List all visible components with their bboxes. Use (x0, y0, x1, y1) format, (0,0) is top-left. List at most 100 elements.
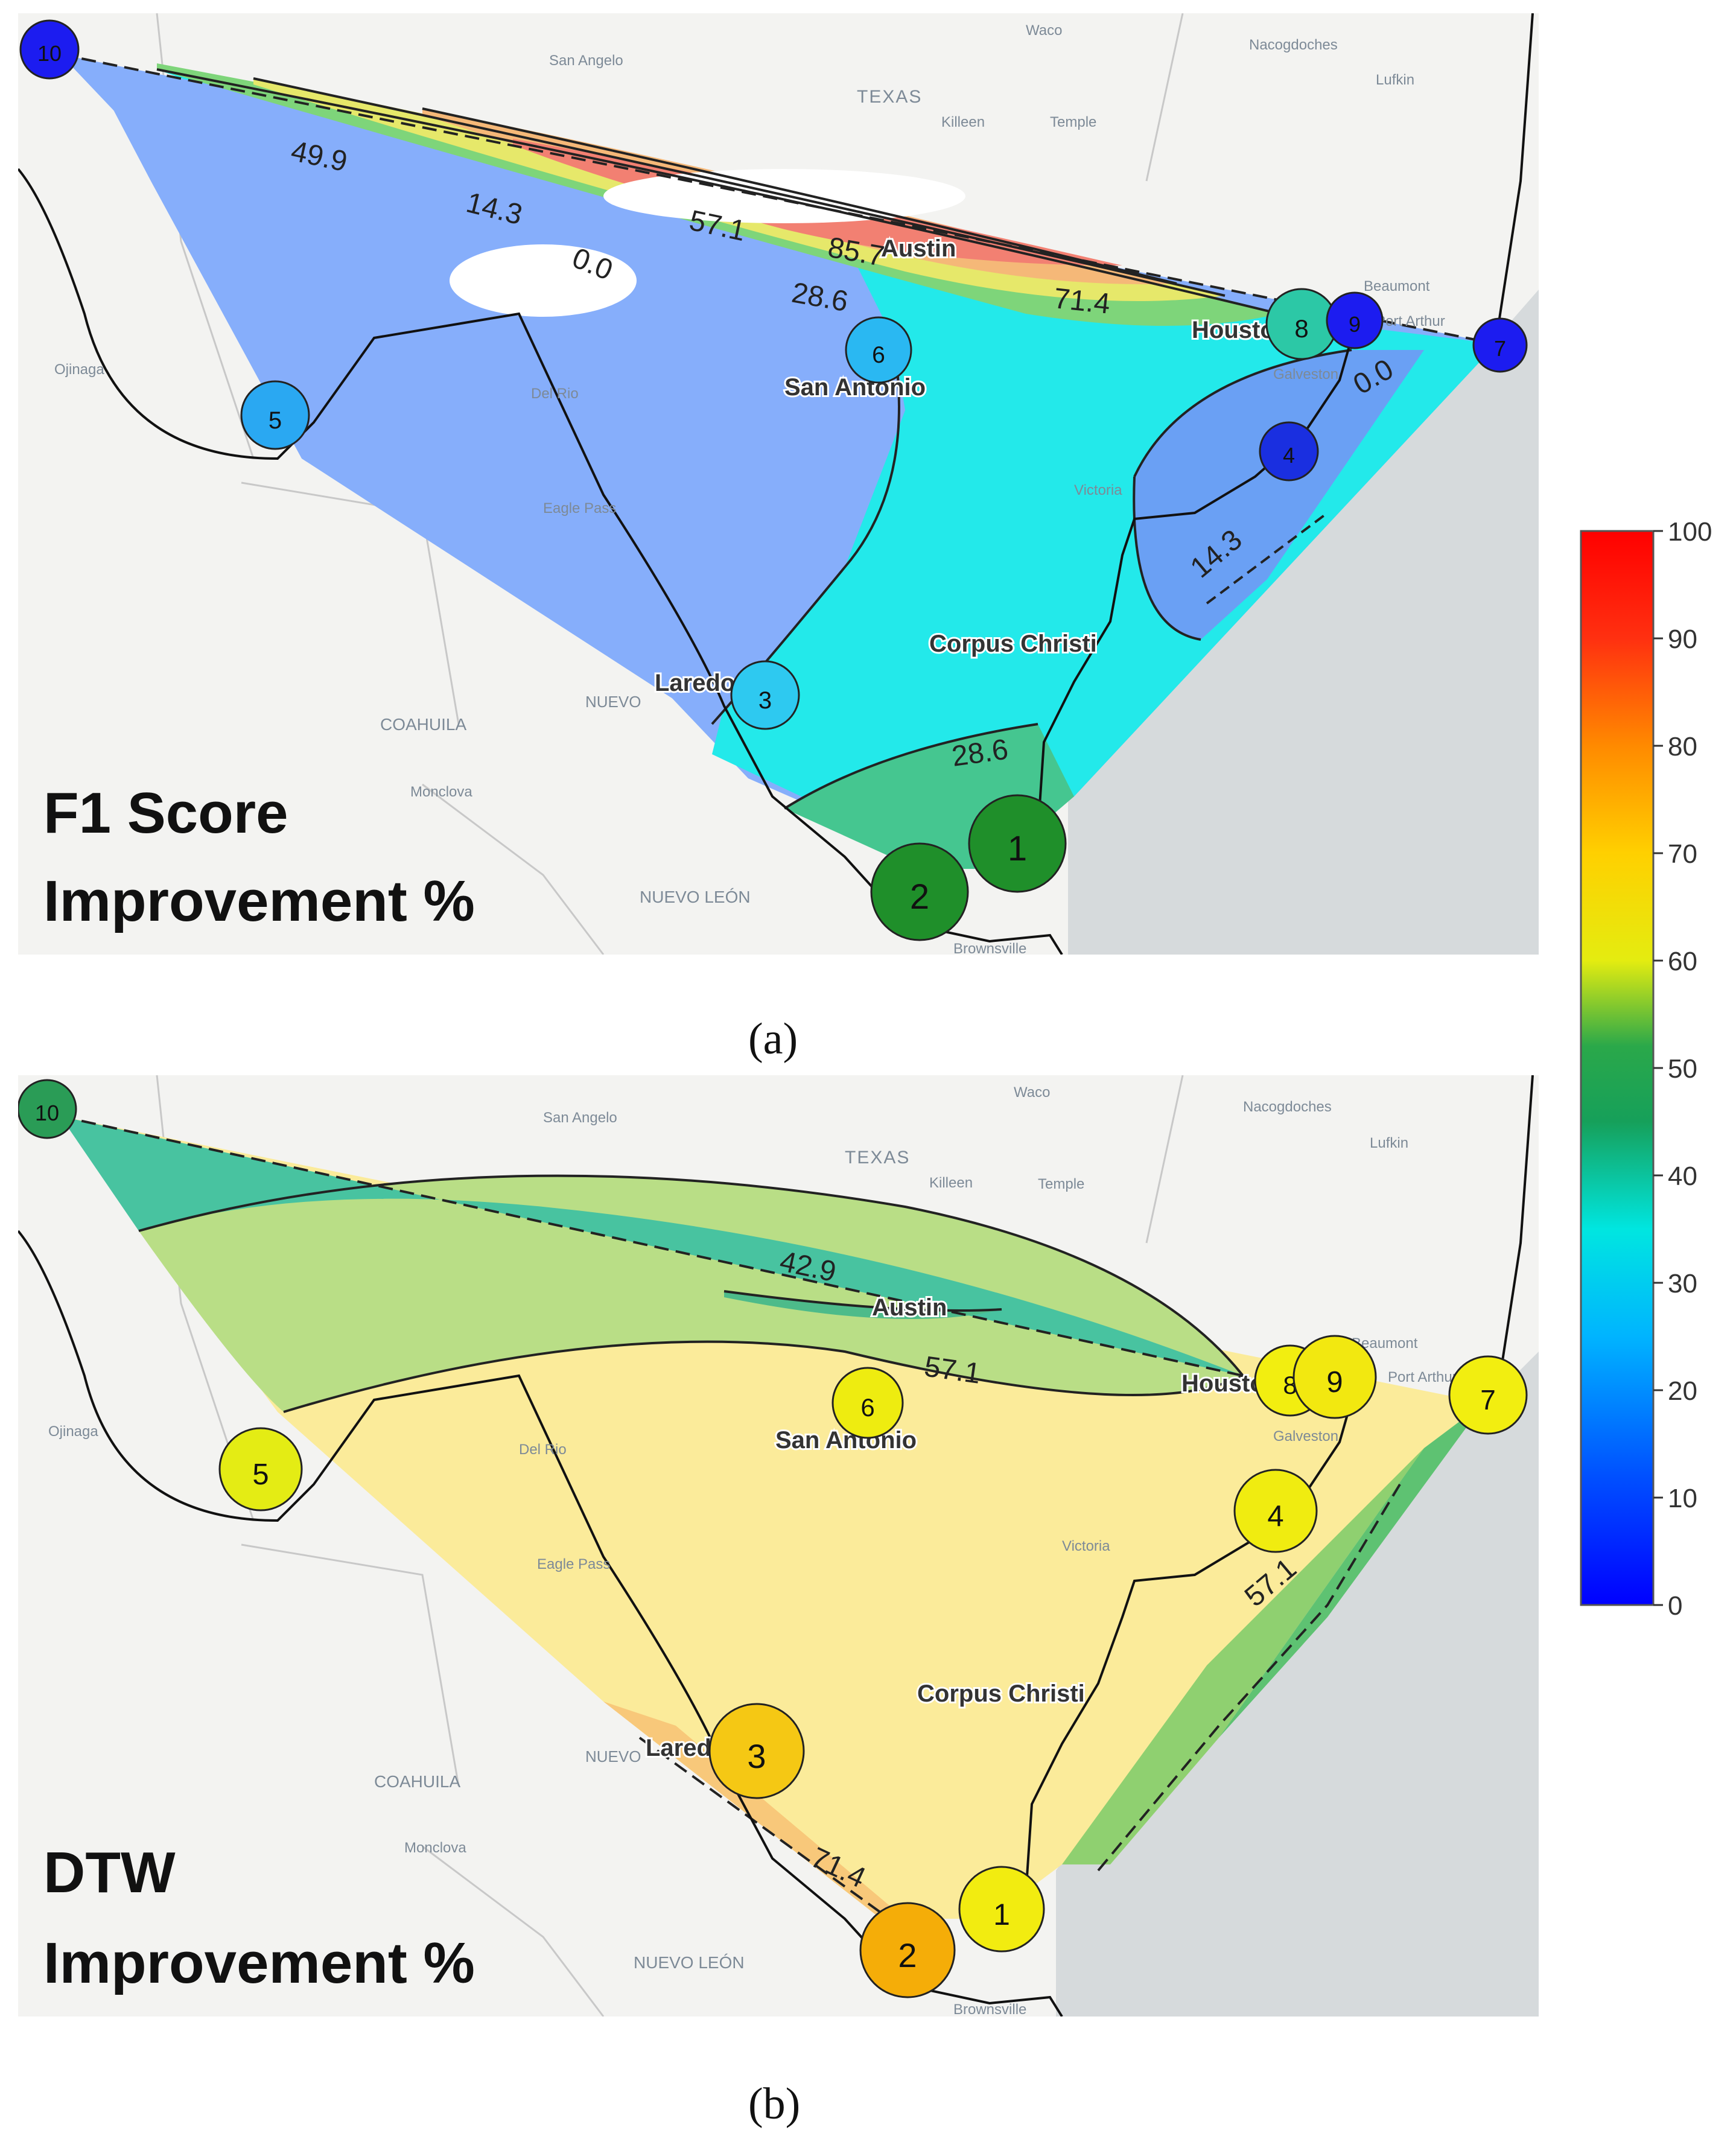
station-marker-2 (859, 1902, 956, 1998)
station-label-2: 2 (898, 1936, 917, 1974)
station-marker-7 (1472, 317, 1528, 373)
label-nuevo-leon: NUEVO LEÓN (640, 888, 751, 906)
region-blue-southwest (91, 66, 905, 724)
label-san-angelo: San Angelo (543, 1110, 617, 1126)
label-waco: Waco (1026, 22, 1062, 39)
hole-zero (450, 244, 637, 317)
label-texas: TEXAS (845, 1148, 910, 1168)
station-label-7: 7 (1494, 336, 1506, 361)
station-marker-9 (1326, 291, 1384, 349)
label-brownsville: Brownsville (953, 2001, 1026, 2018)
label-nuevo-leon: NUEVO LEÓN (634, 1953, 745, 1972)
border-lines (18, 1075, 1534, 2017)
label-monclova: Monclova (404, 1840, 466, 1856)
station-marker-10 (19, 19, 80, 80)
panel-title-line2: Improvement % (43, 1931, 475, 1995)
label-victoria: Victoria (1062, 1538, 1110, 1554)
label-austin: Austin (881, 235, 956, 262)
station-label-8: 8 (1294, 314, 1308, 343)
station-label-1: 1 (993, 1898, 1010, 1931)
panel-title-line2: Improvement % (43, 869, 475, 933)
station-marker-1 (968, 794, 1067, 893)
label-texas: TEXAS (857, 87, 922, 107)
label-corpus-christi: Corpus Christi (929, 631, 1097, 657)
label-monclova: Monclova (410, 784, 472, 800)
panel-title-line1: DTW (43, 1840, 176, 1905)
label-lufkin: Lufkin (1370, 1135, 1408, 1151)
region-cyan (157, 69, 1496, 863)
station-marker-6 (831, 1367, 904, 1439)
border-lines (18, 13, 1534, 955)
station-label-3: 3 (747, 1737, 766, 1775)
label-port-arthur: Port Arthur (1388, 1369, 1457, 1385)
map-city-labels: Austin Houston San Antonio Corpus Christ… (653, 234, 1291, 698)
station-marker-3 (708, 1703, 805, 1799)
region-orange (603, 1702, 905, 1919)
contour-lines (60, 53, 1497, 810)
station-label-5: 5 (252, 1458, 269, 1491)
label-eagle-pass: Eagle Pass (537, 1556, 610, 1572)
label-ojinaga: Ojinaga (48, 1423, 98, 1440)
panel-caption-b: (b) (748, 2079, 801, 2129)
label-nacogdoches: Nacogdoches (1249, 37, 1338, 53)
label-brownsville: Brownsville (953, 941, 1026, 957)
contour-lines (60, 1115, 1401, 1914)
region-green-band (724, 1291, 1002, 1319)
map-panel-dtw: San Angelo Waco Nacogdoches TEXAS Killee… (18, 1075, 1539, 2018)
station-label-2: 2 (910, 877, 929, 917)
region-light-green (139, 1175, 1243, 1412)
label-victoria: Victoria (1074, 482, 1122, 498)
station-marker-10 (18, 1079, 77, 1139)
station-label-9: 9 (1349, 312, 1361, 337)
station-marker-6 (845, 316, 912, 384)
station-label-7: 7 (1480, 1384, 1496, 1416)
contour-label: 71.4 (1052, 282, 1111, 320)
panel-caption-a: (a) (748, 1014, 798, 1064)
colorbar-tick-label: 30 (1668, 1269, 1697, 1298)
colorbar-tick-label: 50 (1668, 1054, 1697, 1084)
colorbar-tick-label: 0 (1668, 1591, 1682, 1617)
station-marker-4 (1259, 421, 1319, 482)
station-marker-5 (240, 380, 310, 450)
label-ojinaga: Ojinaga (54, 361, 104, 378)
panel-title-line1: F1 Score (43, 781, 288, 845)
colorbar-tick-label: 100 (1668, 519, 1712, 547)
station-label-10: 10 (37, 41, 62, 66)
station-marker-1 (958, 1866, 1045, 1953)
colorbar-tick-label: 40 (1668, 1162, 1697, 1191)
station-label-6: 6 (872, 342, 885, 368)
region-blue-coast (1134, 350, 1424, 640)
map-minor-labels: San Angelo Waco Nacogdoches TEXAS Killee… (54, 22, 1445, 957)
label-del-rio: Del Rio (531, 386, 579, 402)
station-label-1: 1 (1008, 829, 1027, 868)
label-killeen: Killeen (941, 114, 985, 130)
station-marker-5 (218, 1427, 303, 1511)
label-eagle-pass: Eagle Pass (543, 500, 616, 516)
colorbar-tick-label: 10 (1668, 1484, 1697, 1513)
colorbar-tick-label: 60 (1668, 947, 1697, 976)
colorbar-tick-label: 20 (1668, 1376, 1697, 1406)
label-galveston: Galveston (1273, 366, 1338, 383)
station-marker-7 (1448, 1355, 1528, 1435)
label-galveston: Galveston (1273, 1428, 1338, 1445)
panel-title: F1 Score Improvement % (43, 781, 475, 933)
station-marker-4 (1233, 1469, 1318, 1553)
station-label-4: 4 (1283, 443, 1295, 468)
station-label-5: 5 (269, 407, 282, 434)
label-austin: Austin (872, 1294, 947, 1321)
station-label-6: 6 (860, 1393, 874, 1422)
label-beaumont: Beaumont (1364, 278, 1430, 294)
label-killeen: Killeen (929, 1175, 973, 1191)
label-coahuila: COAHUILA (380, 715, 466, 734)
label-nacogdoches: Nacogdoches (1243, 1099, 1332, 1115)
label-lufkin: Lufkin (1376, 72, 1414, 88)
label-san-antonio: San Antonio (784, 374, 926, 401)
label-temple: Temple (1050, 114, 1096, 130)
colorbar-gradient (1580, 530, 1655, 1606)
station-marker-3 (730, 660, 800, 730)
colorbar-tick-label: 90 (1668, 625, 1697, 654)
